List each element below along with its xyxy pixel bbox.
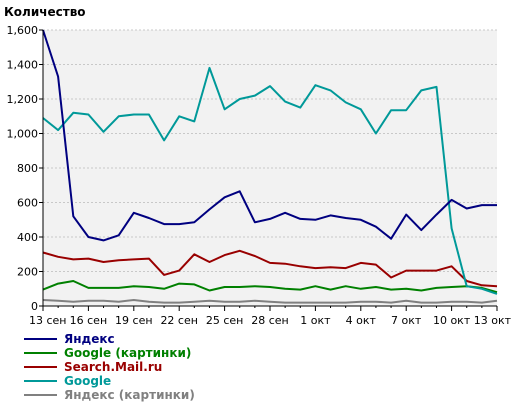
y-tick-label: 1,600 (7, 24, 39, 37)
series-lines (42, 29, 498, 304)
x-tick-label: 13 сен (29, 314, 67, 327)
x-tick-label: 16 сен (70, 314, 108, 327)
series-line-4 (42, 299, 498, 304)
x-tick-label: 4 окт (346, 314, 377, 327)
legend-label: Google (64, 374, 111, 388)
y-tick-label: 800 (17, 162, 38, 175)
y-tick-label: 1,000 (7, 128, 39, 141)
y-tick-label: 1,400 (7, 59, 39, 72)
legend-label: Яндекс (картинки) (64, 388, 195, 402)
x-tick-label: 25 сен (206, 314, 244, 327)
series-line-2 (42, 249, 498, 288)
y-tick-label: 0 (31, 300, 38, 313)
y-tick-label: 400 (17, 231, 38, 244)
legend-label: Яндекс (64, 332, 115, 346)
x-tick-label: 19 сен (115, 314, 153, 327)
x-tick-label: 28 сен (251, 314, 289, 327)
series-line-0 (42, 29, 497, 242)
legend-label: Search.Mail.ru (64, 360, 162, 374)
y-tick-label: 200 (17, 266, 38, 279)
x-tick-label: 7 окт (391, 314, 422, 327)
y-tick-label: 600 (17, 197, 38, 210)
x-tick-label: 10 окт (433, 314, 471, 327)
x-tick-label: 1 окт (300, 314, 331, 327)
series-line-1 (42, 280, 498, 294)
x-tick-label: 13 окт (474, 314, 512, 327)
chart-title: Количество (4, 5, 86, 19)
legend-label: Google (картинки) (64, 346, 191, 360)
series-line-3 (42, 66, 498, 295)
x-tick-label: 22 сен (160, 314, 198, 327)
y-tick-label: 1,200 (7, 93, 39, 106)
